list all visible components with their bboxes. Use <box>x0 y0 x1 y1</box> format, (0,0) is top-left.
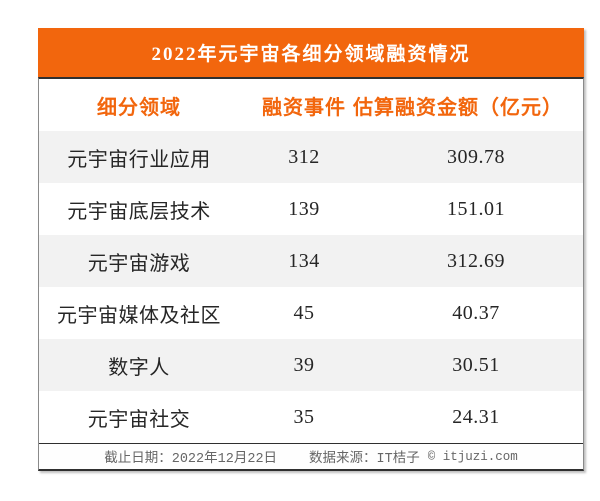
cell-amount: 151.01 <box>447 197 505 220</box>
column-header-segment: 细分领域 <box>97 96 181 119</box>
financing-table-card: 2022年元宇宙各细分领域融资情况 细分领域 融资事件 估算融资金额（亿元） 元… <box>38 28 584 471</box>
cell-events: 45 <box>293 301 315 324</box>
cell-amount: 40.37 <box>452 301 500 324</box>
cell-amount: 312.69 <box>447 249 505 272</box>
table-title: 2022年元宇宙各细分领域融资情况 <box>151 44 471 65</box>
cell-segment: 元宇宙游戏 <box>87 252 191 275</box>
table-title-banner: 2022年元宇宙各细分领域融资情况 <box>38 28 584 77</box>
cell-segment: 元宇宙媒体及社区 <box>57 304 221 327</box>
table-row: 数字人 39 30.51 <box>39 339 583 391</box>
column-header-events: 融资事件 <box>262 96 346 119</box>
cell-segment: 数字人 <box>108 356 170 379</box>
table-row: 元宇宙社交 35 24.31 <box>39 391 583 443</box>
cell-amount: 24.31 <box>452 405 500 428</box>
column-header-amount: 估算融资金额（亿元） <box>353 96 563 119</box>
table-footer: 截止日期：2022年12月22日 数据来源：IT桔子 © itjuzi.com <box>39 443 583 469</box>
cell-events: 139 <box>288 197 320 220</box>
table-row: 元宇宙媒体及社区 45 40.37 <box>39 287 583 339</box>
cell-amount: 30.51 <box>452 353 500 376</box>
cell-segment: 元宇宙社交 <box>87 408 191 431</box>
cell-amount: 309.78 <box>447 145 505 168</box>
footer-copyright: © itjuzi.com <box>427 449 518 464</box>
cell-events: 35 <box>293 405 315 428</box>
table-row: 元宇宙游戏 134 312.69 <box>39 235 583 287</box>
cell-segment: 元宇宙底层技术 <box>67 200 211 223</box>
table-header-row: 细分领域 融资事件 估算融资金额（亿元） <box>39 79 583 131</box>
cell-events: 312 <box>288 145 320 168</box>
financing-table: 细分领域 融资事件 估算融资金额（亿元） 元宇宙行业应用 312 309.78 … <box>38 77 584 471</box>
footer-data-source: 数据来源：IT桔子 <box>309 452 420 467</box>
table-row: 元宇宙底层技术 139 151.01 <box>39 183 583 235</box>
cell-segment: 元宇宙行业应用 <box>67 148 211 171</box>
cell-events: 39 <box>293 353 315 376</box>
table-row: 元宇宙行业应用 312 309.78 <box>39 131 583 183</box>
cell-events: 134 <box>288 249 320 272</box>
footer-deadline: 截止日期：2022年12月22日 <box>104 452 278 467</box>
